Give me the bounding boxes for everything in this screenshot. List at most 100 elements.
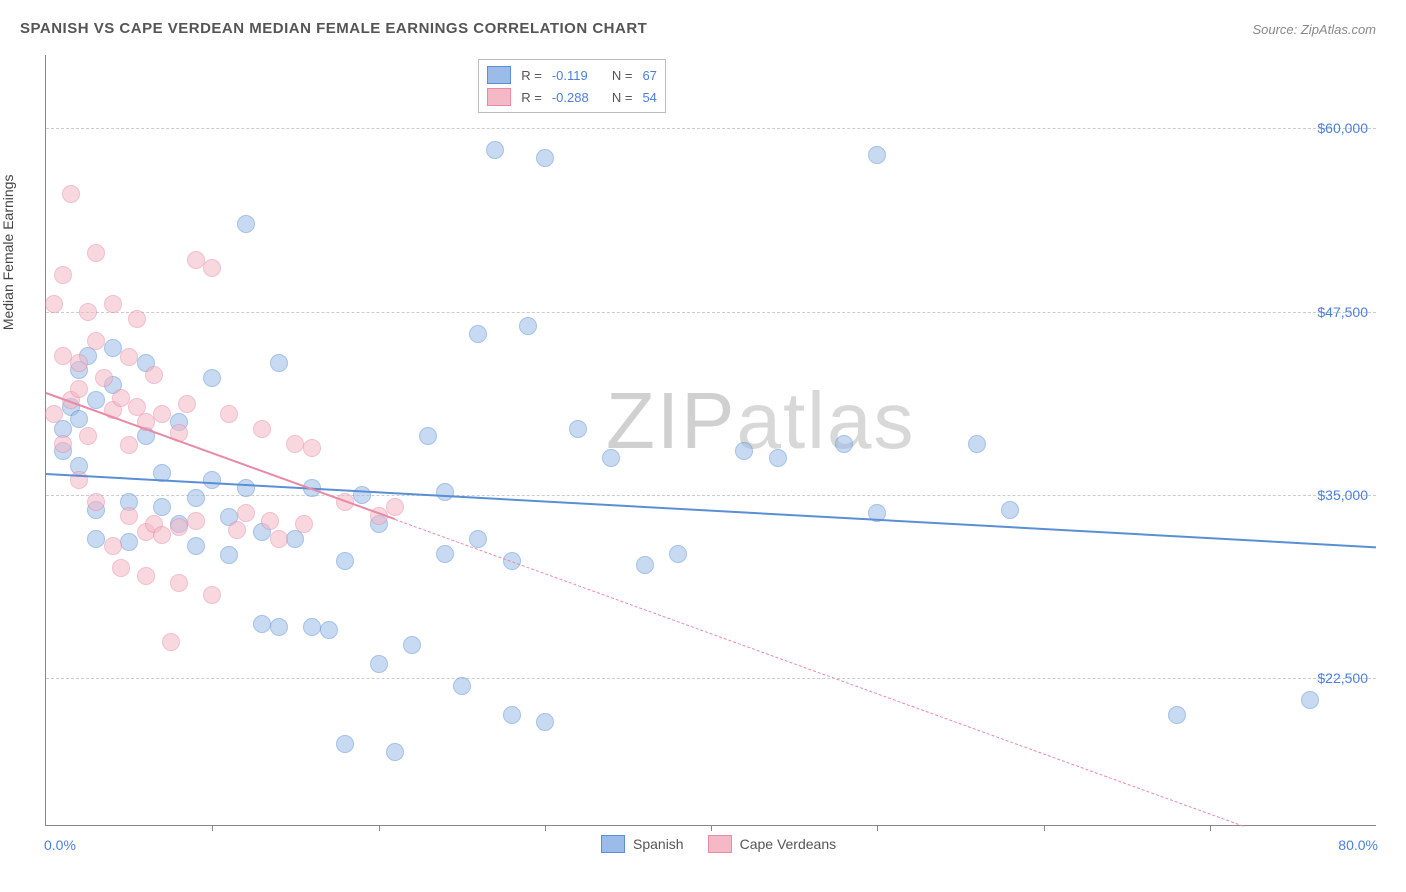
data-point bbox=[153, 498, 171, 516]
data-point bbox=[45, 405, 63, 423]
data-point bbox=[386, 498, 404, 516]
data-point bbox=[320, 621, 338, 639]
data-point bbox=[162, 633, 180, 651]
data-point bbox=[519, 317, 537, 335]
watermark: ZIPatlas bbox=[606, 375, 915, 467]
gridline-h bbox=[46, 312, 1376, 313]
data-point bbox=[286, 435, 304, 453]
data-point bbox=[968, 435, 986, 453]
data-point bbox=[436, 483, 454, 501]
scatter-plot: ZIPatlas $22,500$35,000$47,500$60,0000.0… bbox=[45, 55, 1376, 826]
data-point bbox=[87, 332, 105, 350]
chart-title: SPANISH VS CAPE VERDEAN MEDIAN FEMALE EA… bbox=[20, 20, 647, 37]
data-point bbox=[403, 636, 421, 654]
data-point bbox=[79, 427, 97, 445]
data-point bbox=[45, 295, 63, 313]
legend-swatch bbox=[487, 66, 511, 84]
data-point bbox=[87, 493, 105, 511]
data-point bbox=[419, 427, 437, 445]
data-point bbox=[170, 518, 188, 536]
legend-label: Cape Verdeans bbox=[740, 836, 837, 852]
y-axis-label: Median Female Earnings bbox=[0, 175, 16, 331]
correlation-legend-row: R =-0.119N =67 bbox=[487, 64, 657, 86]
legend-swatch bbox=[601, 835, 625, 853]
data-point bbox=[735, 442, 753, 460]
data-point bbox=[303, 618, 321, 636]
data-point bbox=[104, 537, 122, 555]
data-point bbox=[203, 259, 221, 277]
series-legend-item: Cape Verdeans bbox=[708, 835, 837, 853]
data-point bbox=[128, 310, 146, 328]
data-point bbox=[178, 395, 196, 413]
data-point bbox=[1168, 706, 1186, 724]
gridline-h bbox=[46, 678, 1376, 679]
data-point bbox=[1001, 501, 1019, 519]
data-point bbox=[270, 354, 288, 372]
data-point bbox=[336, 735, 354, 753]
y-tick-label: $22,500 bbox=[1317, 670, 1368, 686]
data-point bbox=[220, 405, 238, 423]
data-point bbox=[669, 545, 687, 563]
data-point bbox=[436, 545, 454, 563]
data-point bbox=[170, 574, 188, 592]
data-point bbox=[270, 530, 288, 548]
data-point bbox=[120, 533, 138, 551]
data-point bbox=[137, 567, 155, 585]
data-point bbox=[237, 215, 255, 233]
data-point bbox=[203, 586, 221, 604]
data-point bbox=[336, 552, 354, 570]
data-point bbox=[187, 512, 205, 530]
data-point bbox=[228, 521, 246, 539]
data-point bbox=[270, 618, 288, 636]
data-point bbox=[87, 391, 105, 409]
data-point bbox=[203, 471, 221, 489]
data-point bbox=[237, 504, 255, 522]
data-point bbox=[95, 369, 113, 387]
correlation-legend: R =-0.119N =67R =-0.288N =54 bbox=[478, 59, 666, 113]
data-point bbox=[187, 251, 205, 269]
correlation-legend-row: R =-0.288N =54 bbox=[487, 86, 657, 108]
y-tick-label: $35,000 bbox=[1317, 487, 1368, 503]
x-tick-mark bbox=[379, 825, 380, 831]
data-point bbox=[145, 366, 163, 384]
data-point bbox=[153, 526, 171, 544]
data-point bbox=[54, 266, 72, 284]
data-point bbox=[253, 420, 271, 438]
data-point bbox=[70, 380, 88, 398]
data-point bbox=[295, 515, 313, 533]
data-point bbox=[70, 410, 88, 428]
data-point bbox=[187, 537, 205, 555]
data-point bbox=[70, 354, 88, 372]
x-tick-mark bbox=[212, 825, 213, 831]
data-point bbox=[112, 389, 130, 407]
legend-label: Spanish bbox=[633, 836, 684, 852]
x-tick-label-start: 0.0% bbox=[44, 837, 76, 853]
data-point bbox=[104, 295, 122, 313]
legend-swatch bbox=[487, 88, 511, 106]
data-point bbox=[370, 655, 388, 673]
x-tick-mark bbox=[711, 825, 712, 831]
data-point bbox=[469, 530, 487, 548]
y-tick-label: $60,000 bbox=[1317, 120, 1368, 136]
data-point bbox=[386, 743, 404, 761]
data-point bbox=[636, 556, 654, 574]
data-point bbox=[303, 439, 321, 457]
data-point bbox=[469, 325, 487, 343]
data-point bbox=[120, 348, 138, 366]
data-point bbox=[153, 405, 171, 423]
data-point bbox=[220, 546, 238, 564]
data-point bbox=[253, 615, 271, 633]
data-point bbox=[453, 677, 471, 695]
data-point bbox=[79, 303, 97, 321]
data-point bbox=[536, 713, 554, 731]
gridline-h bbox=[46, 128, 1376, 129]
x-tick-mark bbox=[1044, 825, 1045, 831]
data-point bbox=[62, 185, 80, 203]
trend-line bbox=[395, 519, 1243, 826]
data-point bbox=[835, 435, 853, 453]
data-point bbox=[187, 489, 205, 507]
x-tick-mark bbox=[1210, 825, 1211, 831]
data-point bbox=[261, 512, 279, 530]
data-point bbox=[1301, 691, 1319, 709]
data-point bbox=[868, 146, 886, 164]
